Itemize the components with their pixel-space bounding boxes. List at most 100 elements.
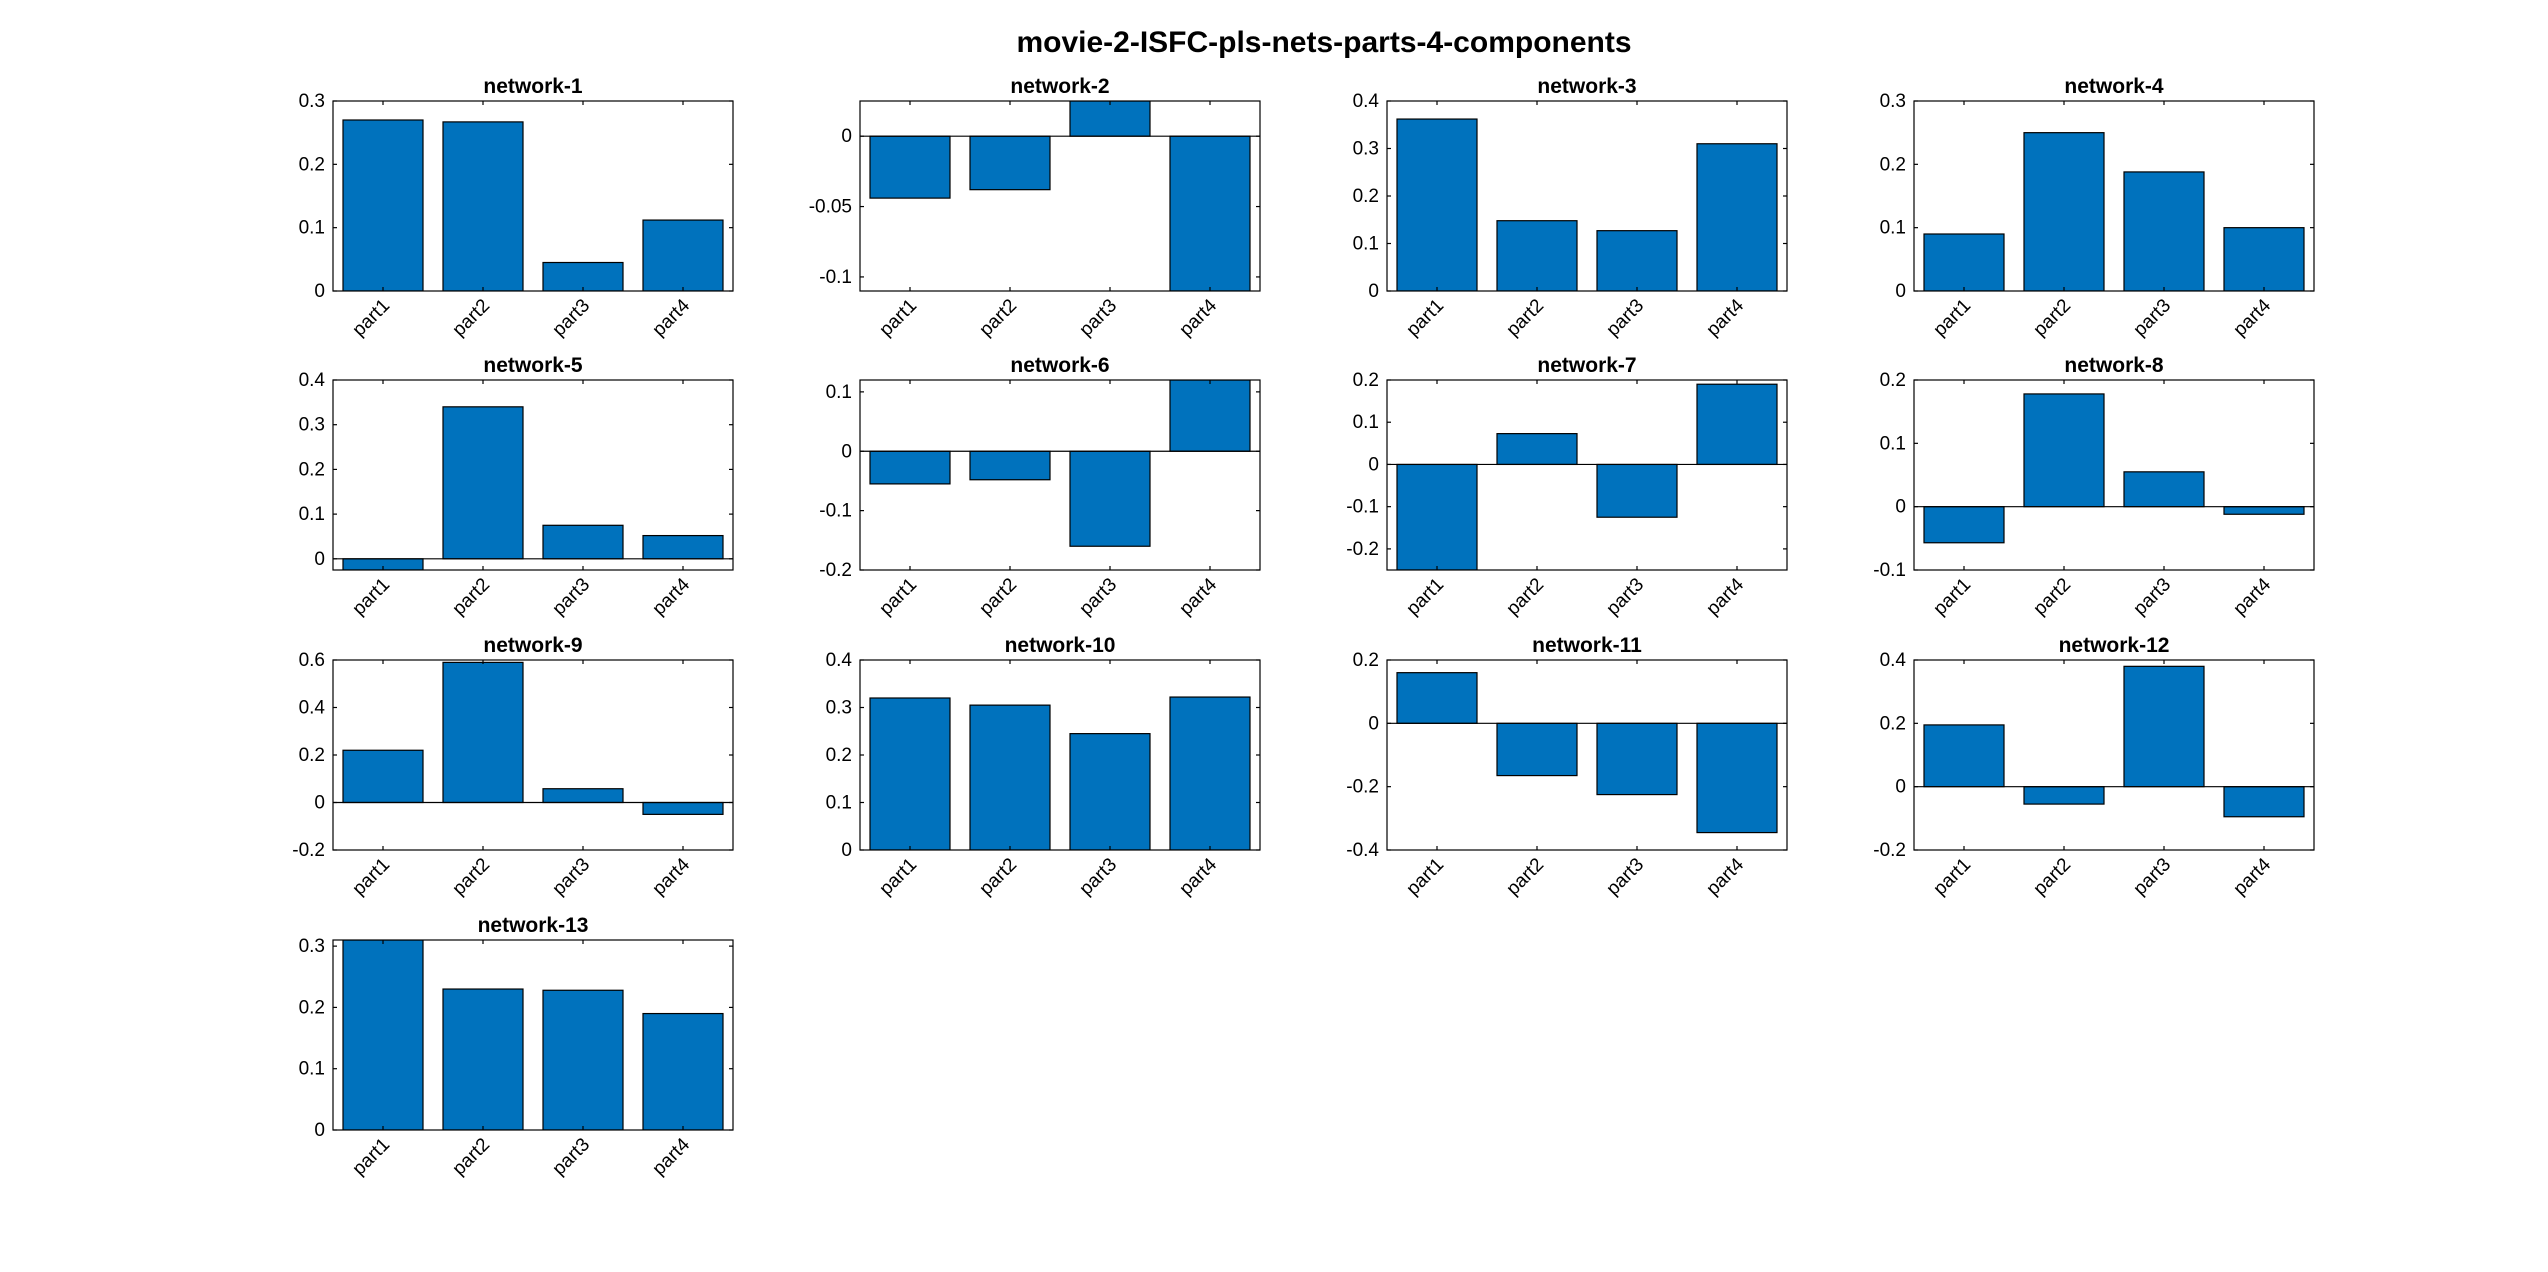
x-tick-label: part1 xyxy=(876,854,921,899)
y-tick-label: 0.3 xyxy=(826,698,852,719)
bar-part4 xyxy=(2223,786,2305,818)
subplot-12: network-12 -0.2 0 0.2 0.4 part1 part2 part3 part… xyxy=(1873,634,2315,900)
y-tick-label: 0.4 xyxy=(1353,91,1380,112)
x-tick-label: part2 xyxy=(976,854,1021,899)
bar-group xyxy=(342,119,724,291)
bar-part1 xyxy=(869,450,951,485)
axes-frame xyxy=(1913,100,2315,292)
x-tick-label: part1 xyxy=(1930,854,1975,899)
y-tick-label: 0.2 xyxy=(826,745,852,766)
x-tick-label: part3 xyxy=(1076,574,1121,619)
y-tick-label: 0.4 xyxy=(826,650,853,671)
x-tick-label: part4 xyxy=(1176,854,1222,900)
x-tick-label: part1 xyxy=(349,295,394,340)
x-tick-label: part1 xyxy=(349,574,394,619)
bar-group xyxy=(342,940,724,1130)
y-tick-label: 0 xyxy=(1368,281,1379,302)
bar-part3 xyxy=(1069,733,1151,850)
x-tick-label: part4 xyxy=(1703,854,1749,900)
x-tick-label: part2 xyxy=(2030,854,2075,899)
x-tick-label: part4 xyxy=(1703,574,1749,620)
subplot-title: network-9 xyxy=(483,634,582,657)
bar-part4 xyxy=(1169,696,1251,850)
bar-group xyxy=(1396,672,1778,834)
y-tick-label: 0.3 xyxy=(1353,139,1379,160)
bar-part1 xyxy=(1396,672,1478,724)
x-tick-label: part1 xyxy=(1930,574,1975,619)
y-tick-label: 0.4 xyxy=(299,370,326,391)
x-tick-label: part2 xyxy=(1503,854,1548,899)
y-tick-label: -0.4 xyxy=(1346,840,1379,861)
y-tick-label: 0 xyxy=(1895,497,1906,518)
subplot-6: network-6 -0.2 -0.1 0 0.1 part1 part2 part3 part… xyxy=(819,354,1261,620)
subplot-title: network-2 xyxy=(1010,75,1109,98)
bar-part1 xyxy=(869,135,951,199)
x-tick-label: part1 xyxy=(1930,295,1975,340)
axes-frame xyxy=(332,379,734,571)
subplot-8: network-8 -0.1 0 0.1 0.2 part1 part2 part3 part4 xyxy=(1873,354,2315,620)
subplot-11: network-11 -0.4 -0.2 0 0.2 part1 part2 part3 par… xyxy=(1346,634,1788,900)
subplot-title: network-10 xyxy=(1005,634,1116,657)
y-tick-label: 0 xyxy=(1895,281,1906,302)
bar-group xyxy=(1396,383,1778,570)
subplot-title: network-3 xyxy=(1537,75,1636,98)
subplot-title: network-4 xyxy=(2064,75,2164,98)
subplot-1: network-1 0 0.1 0.2 0.3 part1 part2 part3 part4 xyxy=(299,75,734,341)
y-tick-label: -0.2 xyxy=(1873,840,1906,861)
y-tick-label: -0.05 xyxy=(809,197,852,218)
bar-part3 xyxy=(1596,722,1678,796)
y-tick-label: 0.4 xyxy=(299,698,326,719)
y-tick-label: -0.1 xyxy=(1346,497,1379,518)
x-tick-label: part2 xyxy=(1503,574,1548,619)
x-tick-label: part4 xyxy=(649,1134,695,1180)
axes-frame xyxy=(1386,379,1788,571)
x-tick-label: part4 xyxy=(649,574,695,620)
bar-part2 xyxy=(2023,132,2105,291)
y-tick-label: 0 xyxy=(314,281,325,302)
y-tick-label: 0.1 xyxy=(299,504,325,525)
subplot-title: network-8 xyxy=(2064,354,2164,377)
bar-part1 xyxy=(1923,506,2005,544)
x-tick-label: part1 xyxy=(876,295,921,340)
subplot-title: network-6 xyxy=(1010,354,1109,377)
y-tick-label: 0.1 xyxy=(1353,234,1379,255)
x-tick-label: part1 xyxy=(876,574,921,619)
bar-part2 xyxy=(442,406,524,560)
y-tick-label: 0.2 xyxy=(299,154,325,175)
bar-group xyxy=(1396,118,1778,291)
bar-part3 xyxy=(2123,171,2205,291)
bar-group xyxy=(869,380,1251,547)
y-tick-label: 0.2 xyxy=(299,459,325,480)
y-tick-label: 0.1 xyxy=(826,382,852,403)
subplot-title: network-13 xyxy=(478,914,589,937)
subplot-title: network-1 xyxy=(483,75,583,98)
x-tick-label: part4 xyxy=(1703,295,1749,341)
y-tick-label: 0.2 xyxy=(1880,370,1906,391)
y-tick-label: 0.2 xyxy=(1353,186,1379,207)
x-tick-label: part4 xyxy=(1176,574,1222,620)
bar-part3 xyxy=(542,524,624,560)
bar-part1 xyxy=(1923,724,2005,788)
bar-part2 xyxy=(969,135,1051,191)
subplot-7: network-7 -0.2 -0.1 0 0.1 0.2 part1 part2 part3 p… xyxy=(1346,354,1788,620)
bar-part1 xyxy=(869,697,951,850)
subplot-9: network-9 -0.2 0 0.2 0.4 0.6 part1 part2 part3 pa… xyxy=(292,634,734,900)
bar-group xyxy=(1923,393,2305,544)
bar-part3 xyxy=(542,261,624,291)
x-tick-label: part3 xyxy=(1076,854,1121,899)
y-tick-label: 0.3 xyxy=(299,936,325,957)
x-tick-label: part2 xyxy=(976,295,1021,340)
bar-part3 xyxy=(1596,230,1678,291)
y-tick-label: 0.2 xyxy=(1880,713,1906,734)
y-tick-label: 0 xyxy=(314,1120,325,1141)
subplot-10: network-10 0 0.1 0.2 0.3 0.4 part1 part2 part3 pa… xyxy=(826,634,1261,900)
x-tick-label: part3 xyxy=(2130,574,2175,619)
y-tick-label: 0.1 xyxy=(1880,218,1906,239)
bar-part2 xyxy=(442,988,524,1130)
x-tick-label: part4 xyxy=(649,854,695,900)
bar-part3 xyxy=(1069,450,1151,547)
y-tick-label: -0.1 xyxy=(1873,560,1906,581)
subplot-title: network-11 xyxy=(1532,634,1642,657)
bar-group xyxy=(869,101,1251,291)
